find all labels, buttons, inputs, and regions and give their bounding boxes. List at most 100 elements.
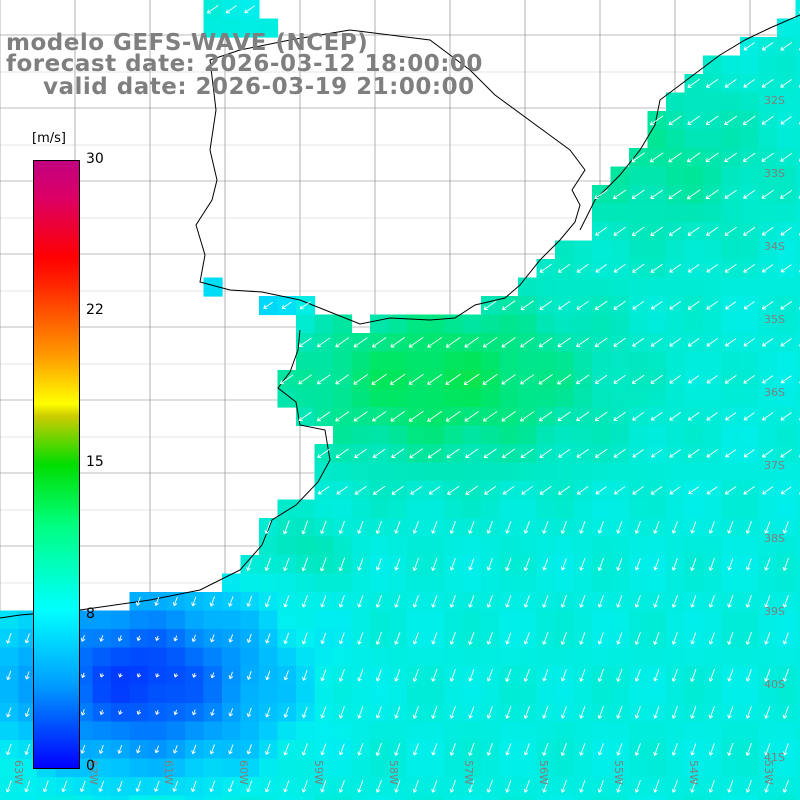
- wind-cell: [610, 499, 630, 519]
- wind-arrow: [394, 669, 401, 682]
- wind-cell: [777, 55, 797, 75]
- wind-arrow: [742, 115, 756, 125]
- wind-cell: [573, 721, 593, 741]
- wind-arrow: [632, 486, 644, 495]
- wind-cell: [0, 684, 20, 704]
- wind-arrow: [761, 115, 774, 125]
- wind-arrow: [80, 744, 86, 754]
- wind-arrow: [283, 743, 290, 756]
- latitude-label: 36S: [764, 386, 785, 399]
- wind-cell: [684, 388, 704, 408]
- wind-cell: [573, 462, 593, 482]
- wind-arrow: [468, 595, 475, 608]
- wind-cell: [444, 647, 464, 667]
- wind-arrow: [468, 706, 475, 719]
- wind-arrow: [724, 152, 738, 162]
- wind-arrow: [447, 485, 460, 495]
- wind-cell: [666, 647, 686, 667]
- wind-cell: [758, 388, 778, 408]
- wind-cell: [666, 388, 686, 408]
- wind-cell: [536, 499, 556, 519]
- wind-cell: [407, 758, 427, 778]
- wind-cell: [758, 462, 778, 482]
- longitude-label: 62W: [87, 760, 100, 785]
- wind-cell: [444, 795, 464, 800]
- wind-arrow: [225, 5, 237, 14]
- wind-cell: [314, 758, 334, 778]
- wind-arrow: [449, 743, 456, 756]
- wind-cell: [666, 166, 686, 186]
- coastline-brazil: [579, 14, 800, 231]
- wind-arrow: [338, 557, 346, 572]
- wind-arrow: [560, 669, 567, 682]
- wind-arrow: [613, 448, 626, 458]
- wind-arrow: [671, 743, 678, 756]
- wind-cell: [333, 684, 353, 704]
- wind-arrow: [191, 780, 197, 792]
- wind-arrow: [762, 264, 774, 273]
- wind-arrow: [465, 448, 479, 458]
- wind-cell: [92, 758, 112, 778]
- wind-cell: [610, 758, 630, 778]
- wind-arrow: [412, 780, 419, 793]
- wind-cell: [111, 610, 131, 630]
- wind-arrow: [632, 263, 645, 273]
- wind-cell: [370, 388, 390, 408]
- wind-cell: [721, 758, 741, 778]
- wind-cell: [444, 462, 464, 482]
- wind-cell: [425, 721, 445, 741]
- wind-cell: [721, 55, 741, 75]
- wind-arrow: [743, 189, 756, 199]
- wind-cell: [240, 684, 260, 704]
- wind-cell: [684, 203, 704, 223]
- wind-cell: [407, 425, 427, 445]
- wind-cell: [425, 536, 445, 556]
- wind-arrow: [539, 485, 552, 495]
- wind-cell: [647, 758, 667, 778]
- wind-arrow: [99, 673, 105, 678]
- wind-arrow: [338, 706, 345, 719]
- wind-cell: [795, 111, 800, 131]
- wind-cell: [666, 277, 686, 297]
- wind-cell: [573, 610, 593, 630]
- wind-cell: [795, 684, 800, 704]
- wind-cell: [314, 499, 334, 519]
- wind-cell: [777, 425, 797, 445]
- wind-cell: [296, 684, 316, 704]
- wind-arrow: [468, 558, 475, 571]
- wind-cell: [481, 314, 501, 334]
- wind-arrow: [412, 557, 419, 571]
- wind-cell: [592, 388, 612, 408]
- wind-arrow: [357, 595, 364, 608]
- wind-arrow: [302, 706, 308, 718]
- wind-arrow: [228, 671, 234, 680]
- wind-arrow: [338, 632, 345, 645]
- wind-cell: [388, 610, 408, 630]
- wind-arrow: [782, 557, 789, 571]
- wind-cell: [499, 795, 519, 800]
- wind-arrow: [576, 337, 590, 347]
- wind-cell: [684, 425, 704, 445]
- wind-arrow: [576, 411, 590, 421]
- wind-cell: [647, 277, 667, 297]
- wind-cell: [166, 758, 186, 778]
- wind-cell: [18, 647, 38, 667]
- wind-arrow: [743, 449, 755, 458]
- wind-cell: [629, 610, 649, 630]
- wind-cell: [777, 536, 797, 556]
- wind-cell: [740, 462, 760, 482]
- wind-arrow: [446, 448, 460, 459]
- wind-cell: [795, 203, 800, 223]
- wind-arrow: [173, 745, 178, 754]
- wind-arrow: [653, 706, 660, 719]
- wind-arrow: [389, 373, 406, 385]
- wind-cell: [166, 721, 186, 741]
- wind-arrow: [316, 374, 331, 385]
- wind-arrow: [394, 743, 401, 756]
- wind-cell: [277, 758, 297, 778]
- colorbar-tick: 15: [86, 454, 104, 470]
- wind-arrow: [705, 189, 719, 200]
- wind-arrow: [24, 743, 31, 755]
- wind-cell: [203, 18, 223, 38]
- wind-cell: [259, 721, 279, 741]
